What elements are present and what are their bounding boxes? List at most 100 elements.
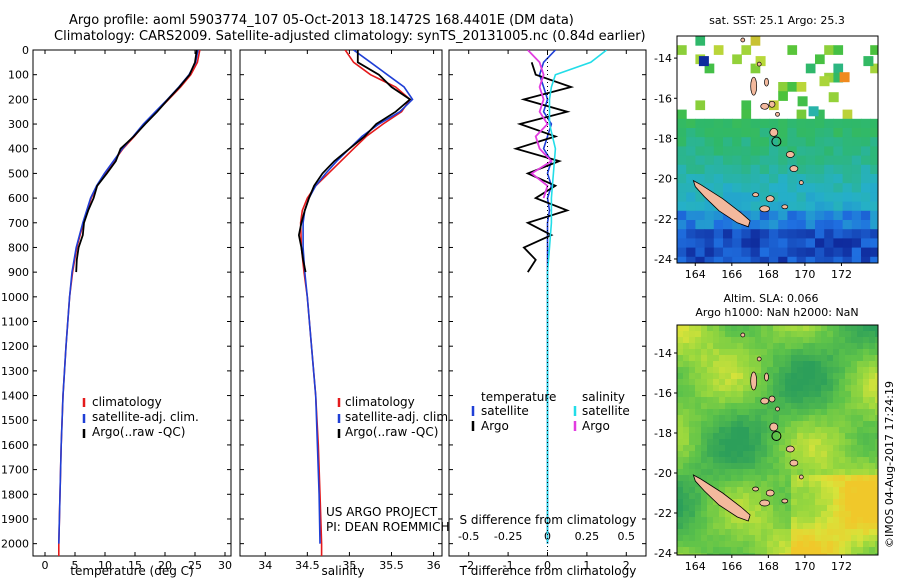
sla-cell — [857, 445, 864, 452]
sla-cell — [677, 493, 684, 500]
sla-cell — [689, 361, 696, 368]
sla-cell — [779, 463, 786, 470]
sst-cell — [824, 45, 834, 55]
sla-cell — [803, 373, 810, 380]
sla-cell — [695, 541, 702, 548]
sla-cell — [689, 325, 696, 332]
sla-cell — [821, 475, 828, 482]
sst-cell — [842, 210, 853, 221]
sla-cell — [827, 523, 834, 530]
sla-cell — [683, 463, 690, 470]
sst-cell — [759, 164, 770, 175]
sla-cell — [821, 337, 828, 344]
sla-cell — [797, 523, 804, 530]
sla-cell — [683, 535, 690, 542]
sst-cell — [805, 247, 816, 258]
sla-cell — [863, 409, 870, 416]
sla-cell — [755, 457, 762, 464]
sla-cell — [803, 535, 810, 542]
sla-cell — [725, 523, 732, 530]
sla-cell — [857, 541, 864, 548]
sla-cell — [815, 523, 822, 530]
sla-cell — [749, 349, 756, 356]
sla-cell — [869, 331, 876, 338]
sst-cell — [842, 118, 853, 129]
sst-cell — [759, 183, 770, 193]
sst-cell — [842, 137, 853, 147]
sla-cell — [851, 451, 858, 458]
island — [765, 195, 775, 203]
sla-cell — [743, 427, 750, 434]
x-tick-label: 20 — [158, 559, 172, 572]
sst-cell — [851, 247, 862, 258]
sla-cell — [797, 463, 804, 470]
sla-cell — [737, 529, 744, 536]
sla-cell — [689, 529, 696, 536]
sla-cell — [701, 517, 708, 524]
sla-cell — [869, 457, 876, 464]
island — [764, 77, 769, 87]
depth-tick-label: 300 — [8, 118, 29, 131]
sla-cell — [833, 487, 840, 494]
sst-cell — [704, 174, 715, 184]
sla-cell — [713, 343, 720, 350]
island — [789, 459, 799, 467]
sst-cell — [759, 155, 770, 166]
sla-cell — [809, 535, 816, 542]
sst-cell — [805, 256, 816, 263]
sla-cell — [773, 325, 780, 332]
sla-cell — [749, 331, 756, 338]
sla-cell — [689, 499, 696, 506]
sla-cell — [863, 385, 870, 392]
sst-cell — [759, 146, 770, 157]
sla-cell — [839, 373, 846, 380]
sla-cell — [743, 523, 750, 530]
sla-cell — [827, 337, 834, 344]
sla-cell — [677, 409, 684, 416]
sst-cell — [713, 137, 724, 147]
sla-cell — [779, 337, 786, 344]
sst-cell — [787, 192, 798, 203]
sla-cell — [857, 439, 864, 446]
sla-cell — [851, 331, 858, 338]
sst-cell — [842, 164, 853, 175]
sla-cell — [791, 361, 798, 368]
legend-satellite: satellite-adj. clim. — [92, 410, 199, 424]
sla-cell — [755, 325, 762, 332]
sla-cell — [791, 331, 798, 338]
sla-cell — [821, 517, 828, 524]
sla-cell — [785, 523, 792, 530]
sla-cell — [719, 391, 726, 398]
sla-cell — [713, 403, 720, 410]
sla-cell — [701, 445, 708, 452]
sla-cell — [785, 325, 792, 332]
sla-cell — [737, 379, 744, 386]
sla-cell — [875, 535, 878, 542]
sla-cell — [743, 397, 750, 404]
sla-cell — [755, 337, 762, 344]
sla-cell — [719, 457, 726, 464]
sla-cell — [731, 427, 738, 434]
sla-cell — [719, 535, 726, 542]
sla-cell — [869, 373, 876, 380]
sla-cell — [767, 415, 774, 422]
sla-cell — [713, 331, 720, 338]
sla-cell — [791, 325, 798, 332]
sla-cell — [851, 355, 858, 362]
sla-cell — [791, 487, 798, 494]
sla-cell — [677, 391, 684, 398]
sla-cell — [767, 475, 774, 482]
sla-cell — [683, 385, 690, 392]
sst-cell — [732, 247, 742, 258]
sst-cell — [677, 128, 687, 138]
sla-cell — [719, 433, 726, 440]
sla-cell — [719, 325, 726, 332]
sla-cell — [857, 475, 864, 482]
sst-cell — [769, 201, 779, 212]
sla-cell — [869, 415, 876, 422]
sla-cell — [809, 469, 816, 476]
sla-cell — [683, 343, 690, 350]
sla-cell — [833, 397, 840, 404]
sla-cell — [791, 469, 798, 476]
sla-cell — [773, 451, 780, 458]
